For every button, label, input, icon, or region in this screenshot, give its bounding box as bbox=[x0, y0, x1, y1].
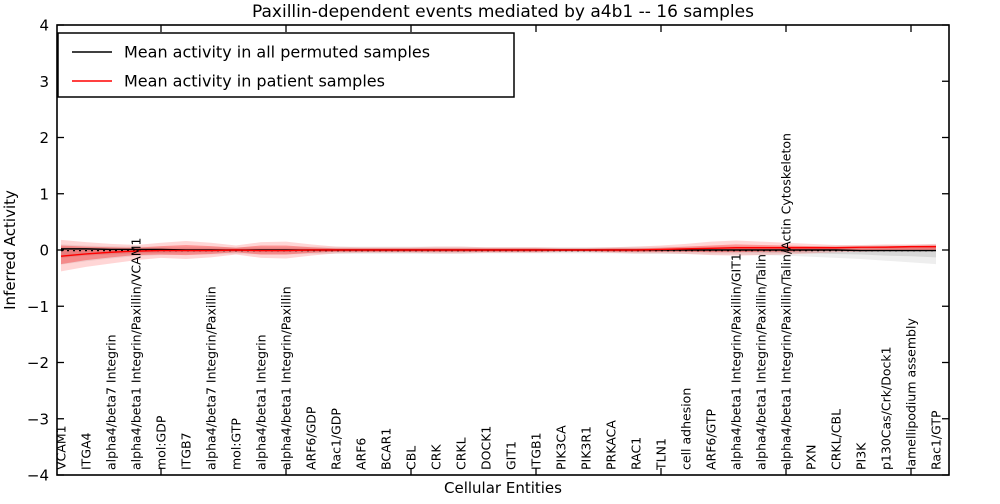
entity-label: lamellipodium assembly bbox=[904, 318, 919, 470]
series-line-patient bbox=[60, 245, 936, 257]
entity-label: ARF6/GDP bbox=[304, 406, 319, 470]
entity-label: CRK bbox=[429, 444, 444, 470]
entity-label: PI3K bbox=[854, 442, 869, 470]
entity-label: cell adhesion bbox=[679, 388, 694, 470]
entity-label: CRKL/CBL bbox=[829, 409, 844, 470]
entity-label: p130Cas/Crk/Dock1 bbox=[879, 346, 894, 470]
entity-label: alpha4/beta1 Integrin/Paxillin/GIT1 bbox=[729, 253, 744, 470]
legend-box bbox=[57, 32, 515, 98]
entity-label: alpha4/beta7 Integrin/Paxillin bbox=[204, 286, 219, 470]
entity-label: alpha4/beta1 Integrin/Paxillin/Talin bbox=[754, 254, 769, 470]
entity-label: CBL bbox=[404, 446, 419, 470]
entity-label: mol:GDP bbox=[154, 415, 169, 470]
entity-label: alpha4/beta1 Integrin bbox=[254, 334, 269, 470]
entity-label: CRKL bbox=[454, 437, 469, 470]
entity-label: Rac1/GDP bbox=[329, 408, 344, 470]
entity-label: PIK3R1 bbox=[579, 426, 594, 470]
y-tick-label: 2 bbox=[39, 129, 49, 147]
entity-label: DOCK1 bbox=[479, 426, 494, 470]
entity-label: PRKACA bbox=[604, 420, 619, 470]
entity-label: Rac1/GTP bbox=[929, 410, 944, 470]
entity-label: alpha4/beta7 Integrin bbox=[104, 334, 119, 470]
entity-label: PXN bbox=[804, 445, 819, 470]
y-tick-label: 3 bbox=[39, 73, 49, 91]
entity-label: RAC1 bbox=[629, 437, 644, 470]
legend: Mean activity in all permuted samples Mea… bbox=[57, 32, 515, 98]
entity-label: ITGB1 bbox=[529, 432, 544, 470]
entity-label: GIT1 bbox=[504, 441, 519, 470]
y-tick-label: −4 bbox=[27, 467, 49, 485]
entity-label: alpha4/beta1 Integrin/Paxillin/Talin/Act… bbox=[779, 133, 794, 470]
x-axis-label: Cellular Entities bbox=[444, 479, 562, 497]
entity-label: TLN1 bbox=[654, 438, 669, 471]
entity-label: PIK3CA bbox=[554, 425, 569, 470]
entity-label: ITGB7 bbox=[179, 432, 194, 470]
entity-label: BCAR1 bbox=[379, 428, 394, 470]
entity-label: mol:GTP bbox=[229, 418, 244, 470]
legend-entry-label: Mean activity in patient samples bbox=[124, 72, 385, 91]
y-tick-label: 4 bbox=[39, 17, 49, 35]
entity-label: ITGA4 bbox=[79, 432, 94, 470]
chart-title: Paxillin-dependent events mediated by a4… bbox=[252, 2, 754, 22]
y-tick-label: −3 bbox=[27, 410, 49, 428]
y-tick-label: −2 bbox=[27, 354, 49, 372]
entity-label: VCAM1 bbox=[54, 425, 69, 470]
entity-label: ARF6 bbox=[354, 438, 369, 470]
y-axis-label: Inferred Activity bbox=[1, 190, 19, 310]
y-tick-label: 0 bbox=[39, 242, 49, 260]
confidence-band-patient-range-inner bbox=[61, 244, 936, 265]
y-tick-label: −1 bbox=[27, 298, 49, 316]
y-tick-label: 1 bbox=[39, 185, 49, 203]
entity-label: ARF6/GTP bbox=[704, 409, 719, 470]
entity-label: alpha4/beta1 Integrin/Paxillin bbox=[279, 286, 294, 470]
entity-label: alpha4/beta1 Integrin/Paxillin/VCAM1 bbox=[129, 238, 144, 470]
legend-entry-label: Mean activity in all permuted samples bbox=[124, 43, 430, 62]
